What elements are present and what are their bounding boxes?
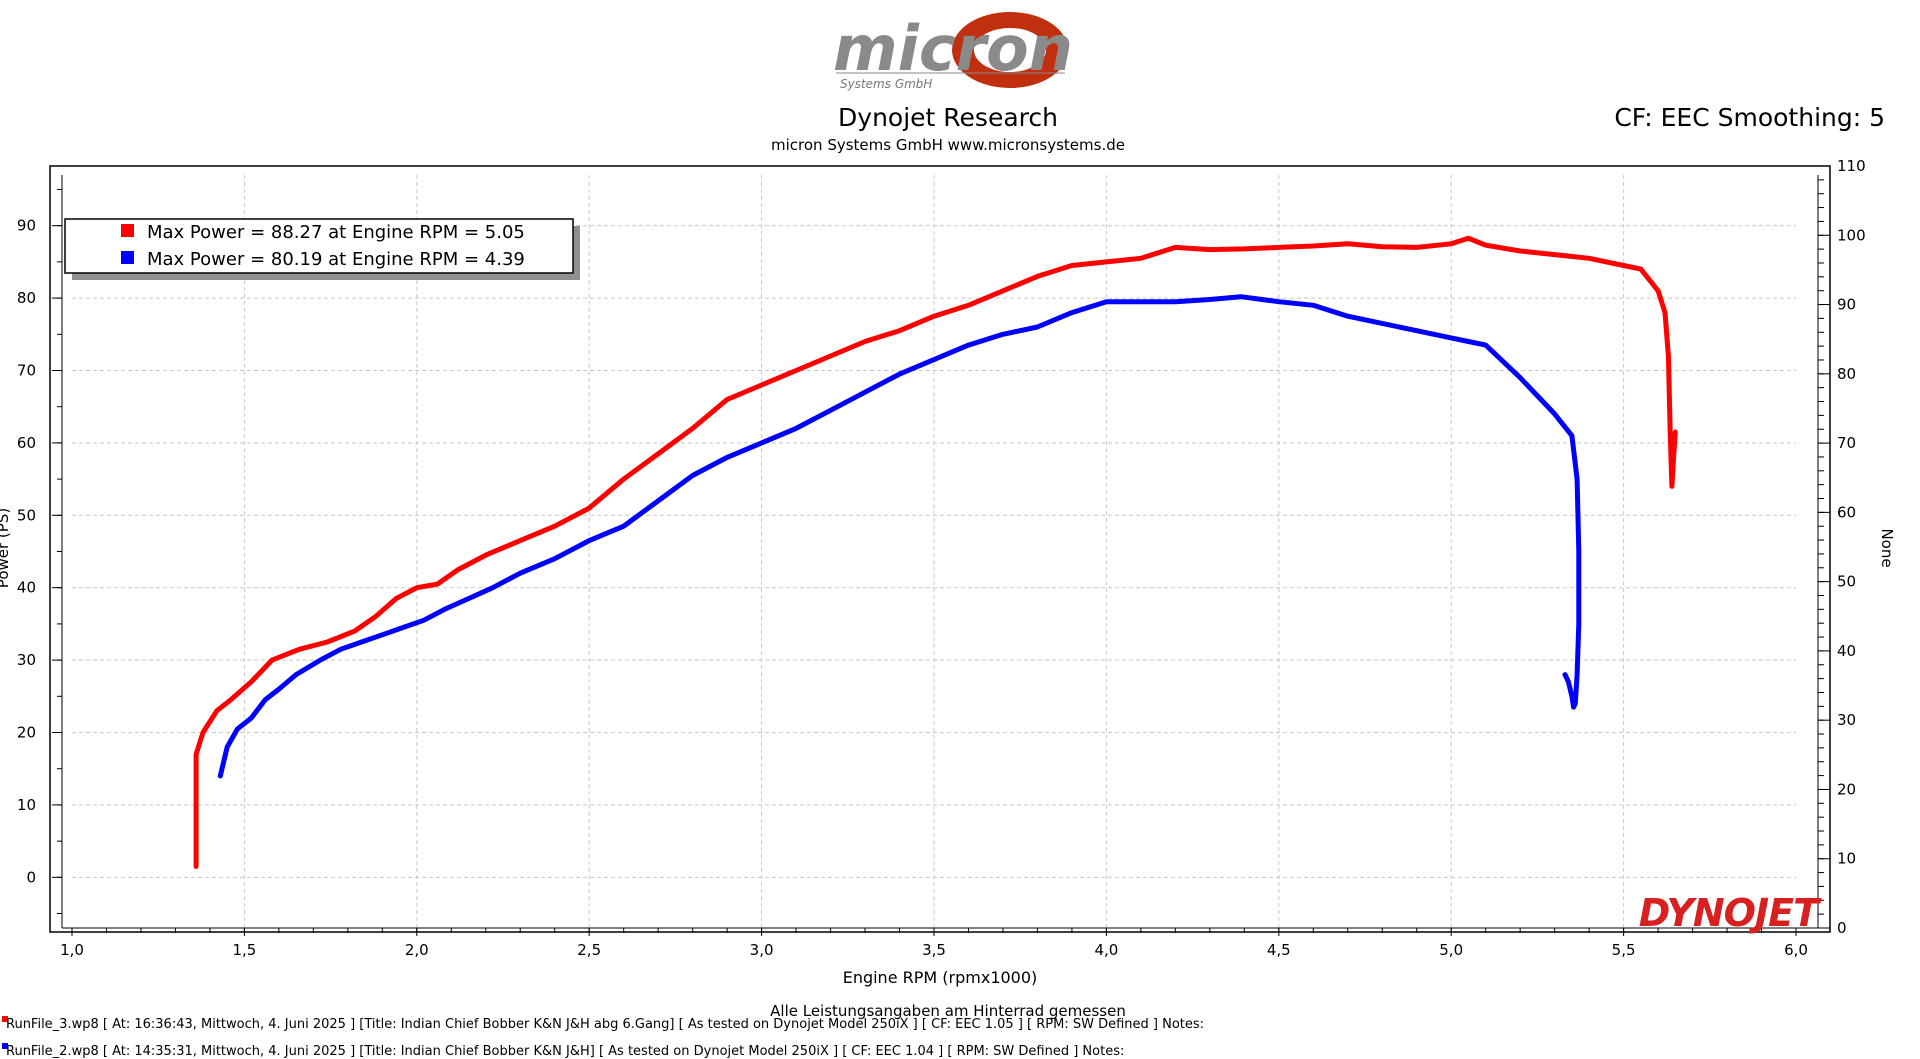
logo-text: micron [833,12,1073,85]
series-line-red [193,235,1678,869]
x-tick-label: 4,5 [1267,941,1291,959]
y-tick-label: 90 [17,217,36,235]
cf-label: CF: EEC Smoothing: 5 [1614,103,1885,132]
x-tick-label: 2,5 [577,941,601,959]
x-tick-label: 4,0 [1094,941,1118,959]
y-tick-label: 50 [17,506,36,524]
y-axis-label: Power (PS) [0,508,12,588]
grid [72,175,1796,928]
series-group [193,235,1678,869]
legend-item-blue: Max Power = 80.19 at Engine RPM = 4.39 [147,249,525,270]
y2-tick-label: 70 [1837,434,1856,452]
x-tick-label: 2,0 [405,941,429,959]
y2-axis-ticks: 0 10 20 30 40 50 60 70 80 90 100 110 [1818,157,1866,937]
legend-swatch-red [121,224,134,237]
x-tick-label: 5,5 [1612,941,1636,959]
y2-tick-label: 0 [1837,919,1847,937]
chart-subtitle: micron Systems GmbH www.micronsystems.de [771,136,1125,154]
chart-title: Dynojet Research [838,103,1058,132]
logo-swoosh-inner [974,28,1046,72]
y2-tick-label: 20 [1837,780,1856,798]
micron-logo: micron Systems GmbH [833,12,1073,91]
run2-marker [2,1043,8,1049]
x-tick-label: 5,0 [1439,941,1463,959]
legend-box [64,218,574,274]
y-tick-label: 70 [17,361,36,379]
series-line-blue [217,294,1582,779]
y2-axis-label: None [1878,528,1896,567]
run1-info: RunFile_3.wp8 [ At: 16:36:43, Mittwoch, … [6,1017,1204,1032]
y2-tick-label: 10 [1837,850,1856,868]
y-tick-label: 40 [17,579,36,597]
dynojet-watermark: DYNOJET [1639,891,1822,935]
x-tick-label: 3,5 [922,941,946,959]
y-tick-label: 60 [17,434,36,452]
y-tick-label: 10 [17,796,36,814]
y2-tick-label: 100 [1837,226,1866,244]
y2-tick-label: 90 [1837,296,1856,314]
run1-marker [2,1016,8,1022]
plot-frame [49,165,1831,933]
footer-note: Alle Leistungsangaben am Hinterrad gemes… [770,1002,1126,1020]
y-axis-ticks: 0 10 20 30 40 50 60 70 80 90 [17,217,62,886]
y2-tick-label: 30 [1837,711,1856,729]
run2-info: RunFile_2.wp8 [ At: 14:35:31, Mittwoch, … [6,1044,1124,1059]
y2-tick-label: 40 [1837,642,1856,660]
y-tick-label: 0 [26,868,36,886]
y2-tick-label: 50 [1837,573,1856,591]
y2-tick-label: 110 [1837,157,1866,175]
x-tick-label: 1,5 [232,941,256,959]
legend-item-red: Max Power = 88.27 at Engine RPM = 5.05 [147,222,525,243]
y-tick-label: 20 [17,724,36,742]
x-tick-label: 1,0 [60,941,84,959]
y2-tick-label: 60 [1837,503,1856,521]
logo-subtext: Systems GmbH [840,77,932,91]
legend: Max Power = 88.27 at Engine RPM = 5.05 M… [64,218,580,280]
x-tick-label: 3,0 [750,941,774,959]
legend-swatch-blue [121,251,134,264]
y-tick-label: 80 [17,289,36,307]
x-axis-label: Engine RPM (rpmx1000) [843,968,1038,987]
x-axis-ticks: 1,0 1,5 2,0 2,5 3,0 3,5 4,0 4,5 5,0 5,5 6,0 [60,928,1808,959]
y2-tick-label: 80 [1837,365,1856,383]
y-tick-label: 30 [17,651,36,669]
minor-ticks [57,165,1824,933]
x-tick-label: 6,0 [1784,941,1808,959]
